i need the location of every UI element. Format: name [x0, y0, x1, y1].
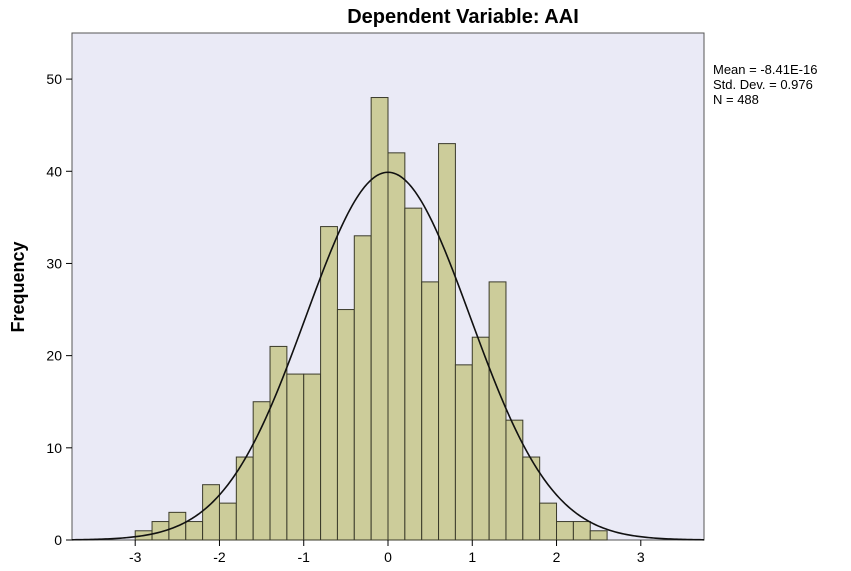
x-tick-label: 2 — [553, 549, 561, 565]
histogram-bar-8 — [252, 401, 271, 541]
histogram-bar-20 — [454, 364, 473, 541]
y-tick-label: 30 — [46, 255, 62, 271]
histogram-bar-16 — [387, 152, 406, 541]
histogram-bar-12 — [320, 226, 338, 541]
x-tick-label: 0 — [384, 549, 392, 565]
stats-box: Mean = -8.41E-16 Std. Dev. = 0.976 N = 4… — [713, 62, 817, 107]
y-tick-label: 10 — [46, 440, 62, 456]
y-tick-label: 50 — [46, 71, 62, 87]
y-tick-label: 40 — [46, 163, 62, 179]
y-tick-label: 20 — [46, 348, 62, 364]
histogram-bar-17 — [404, 207, 423, 541]
x-tick-label: 1 — [468, 549, 476, 565]
histogram-bar-22 — [488, 281, 507, 541]
histogram-bar-25 — [539, 502, 558, 541]
histogram-bar-6 — [218, 502, 237, 541]
stats-std-dev: Std. Dev. = 0.976 — [713, 77, 813, 92]
histogram-bar-5 — [202, 484, 220, 541]
histogram-bar-26 — [556, 521, 574, 541]
stats-n: N = 488 — [713, 92, 759, 107]
y-tick-label: 0 — [54, 532, 62, 548]
stats-mean: Mean = -8.41E-16 — [713, 62, 817, 77]
histogram-bar-21 — [471, 336, 490, 541]
chart-title: Dependent Variable: AAI — [347, 6, 579, 28]
histogram-bar-4 — [185, 521, 204, 541]
curve-layer — [71, 171, 705, 541]
histogram-bar-28 — [589, 530, 608, 541]
histogram-bar-14 — [353, 235, 372, 541]
histogram-bar-18 — [421, 281, 440, 541]
histogram-bar-10 — [286, 373, 305, 541]
x-tick-label: -3 — [129, 549, 142, 565]
histogram-bar-24 — [522, 456, 541, 541]
axes-layer: 0 10 20 30 40 50 -3 -2 -1 0 1 2 3 — [46, 71, 644, 565]
histogram-bar-15 — [370, 97, 389, 541]
x-tick-label: 3 — [637, 549, 645, 565]
histogram-bar-27 — [572, 521, 591, 541]
normal-curve — [71, 171, 705, 541]
x-tick-label: -2 — [213, 549, 226, 565]
y-axis-label: Frequency — [8, 241, 28, 332]
histogram-bar-13 — [336, 309, 355, 541]
histogram-bar-19 — [438, 143, 456, 541]
x-tick-label: -1 — [298, 549, 311, 565]
histogram-bar-11 — [303, 373, 322, 541]
